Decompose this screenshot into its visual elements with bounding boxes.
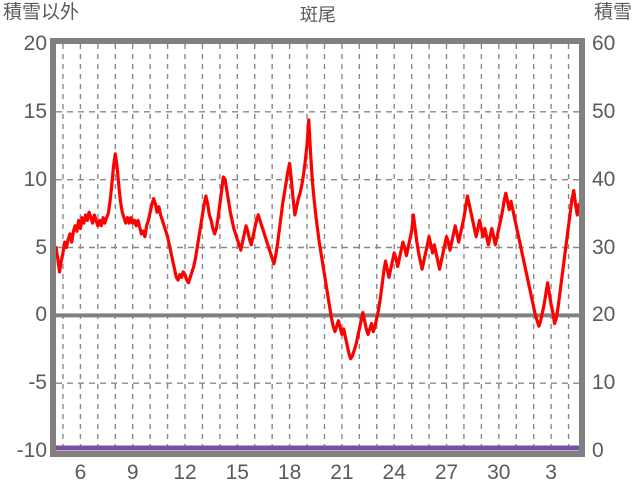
left-axis-tick: -5 <box>28 371 47 395</box>
left-axis-title: 積雪以外 <box>3 2 80 23</box>
plot-area <box>50 38 585 457</box>
x-axis-tick: 9 <box>126 461 139 484</box>
x-axis-tick: 6 <box>74 461 87 484</box>
right-axis-tick: 30 <box>592 235 616 259</box>
left-axis-tick: 0 <box>35 303 47 327</box>
right-axis-title: 積雪 <box>593 2 632 23</box>
right-axis-tick: 0 <box>592 439 604 462</box>
right-axis-tick: 40 <box>592 167 616 191</box>
plot-inner <box>56 44 579 451</box>
right-axis-tick: 60 <box>592 32 616 55</box>
chart-title: 斑尾 <box>300 5 336 25</box>
left-axis-tick: 15 <box>23 99 47 123</box>
x-axis-tick: 18 <box>277 461 302 484</box>
x-axis-tick: 12 <box>173 461 197 484</box>
x-axis-tick: 30 <box>487 461 511 484</box>
right-axis-tick: 50 <box>592 99 616 123</box>
x-axis-tick: 27 <box>434 461 459 484</box>
temperature-line <box>56 118 579 361</box>
left-axis-tick: 10 <box>23 167 47 191</box>
x-axis-tick: 15 <box>225 461 249 484</box>
x-axis-tick: 21 <box>330 461 354 484</box>
x-axis-tick: 24 <box>382 461 406 484</box>
chart-canvas <box>56 44 579 451</box>
left-axis-tick: 5 <box>35 235 47 259</box>
left-axis-tick: 20 <box>23 32 47 55</box>
left-axis-tick: -10 <box>16 439 47 462</box>
x-axis-tick: 3 <box>545 461 557 484</box>
right-axis-tick: 20 <box>592 303 616 327</box>
right-axis-tick: 10 <box>592 371 616 395</box>
